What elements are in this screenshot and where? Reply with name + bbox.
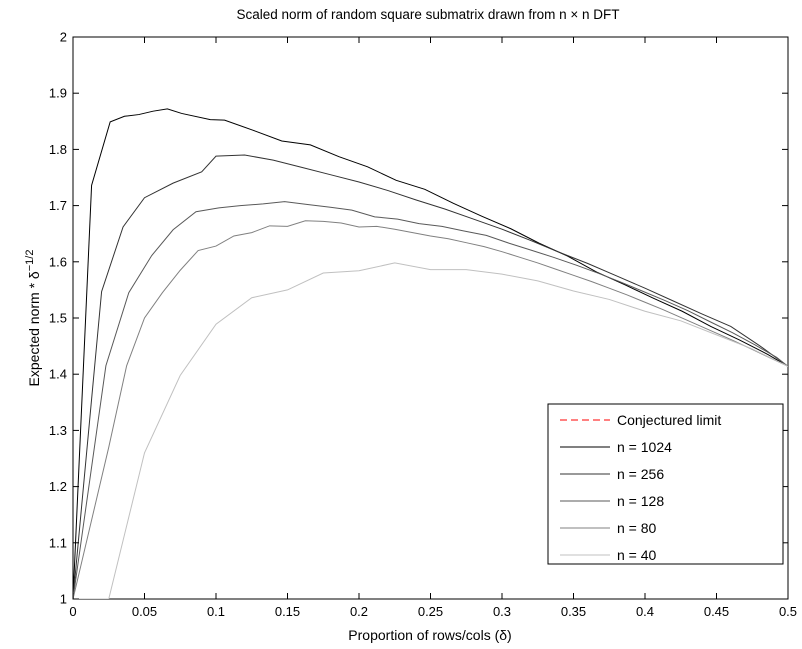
series-line-2 [73, 154, 788, 599]
x-tick-label: 0.1 [207, 604, 225, 619]
x-tick-label: 0.5 [779, 604, 797, 619]
x-tick-label: 0 [69, 604, 76, 619]
y-axis-label-exponent: −1/2 [24, 250, 36, 272]
x-tick-label: 0.4 [636, 604, 654, 619]
y-tick-label: 1.6 [49, 254, 67, 269]
series-layer [73, 108, 788, 599]
x-tick-label: 0.35 [561, 604, 586, 619]
y-tick-label: 1.4 [49, 367, 67, 382]
y-tick-label: 1.5 [49, 311, 67, 326]
legend-label: n = 40 [617, 547, 657, 563]
y-axis-label: Expected norm * δ−1/2 [24, 250, 42, 387]
legend-label: n = 256 [617, 466, 664, 482]
legend: Conjectured limit n = 1024 n = 256 n = 128 n… [547, 403, 784, 565]
x-tick-label: 0.05 [132, 604, 157, 619]
y-axis: 1 1.1 1.2 1.3 1.4 1.5 1.6 1.7 1.8 1.9 2 [49, 30, 788, 607]
legend-label: n = 1024 [617, 439, 672, 455]
y-axis-label-main: Expected norm * δ [26, 271, 42, 386]
series-line-5 [73, 262, 788, 599]
x-axis: 0 0.05 0.1 0.15 0.2 0.25 0.3 0.35 0.4 0.45 0.5 [69, 37, 797, 619]
legend-box [547, 403, 784, 565]
series-line-4 [73, 220, 788, 599]
legend-label: n = 128 [617, 493, 664, 509]
x-tick-label: 0.2 [350, 604, 368, 619]
y-tick-label: 1.7 [49, 198, 67, 213]
legend-label: n = 80 [617, 520, 657, 536]
y-tick-label: 1 [60, 592, 67, 607]
series-line-1 [73, 108, 788, 599]
chart-title: Scaled norm of random square submatrix d… [236, 7, 619, 22]
y-tick-label: 1.8 [49, 142, 67, 157]
y-tick-label: 1.9 [49, 86, 67, 101]
series-line-3 [73, 201, 788, 599]
y-tick-label: 1.2 [49, 479, 67, 494]
x-axis-label: Proportion of rows/cols (δ) [348, 627, 511, 643]
y-tick-label: 1.3 [49, 423, 67, 438]
y-tick-label: 1.1 [49, 535, 67, 550]
legend-label: Conjectured limit [617, 412, 721, 428]
plot-area [72, 36, 789, 600]
x-tick-label: 0.25 [418, 604, 443, 619]
y-tick-label: 2 [60, 30, 67, 45]
x-tick-label: 0.15 [275, 604, 300, 619]
x-tick-label: 0.45 [704, 604, 729, 619]
x-tick-label: 0.3 [493, 604, 511, 619]
